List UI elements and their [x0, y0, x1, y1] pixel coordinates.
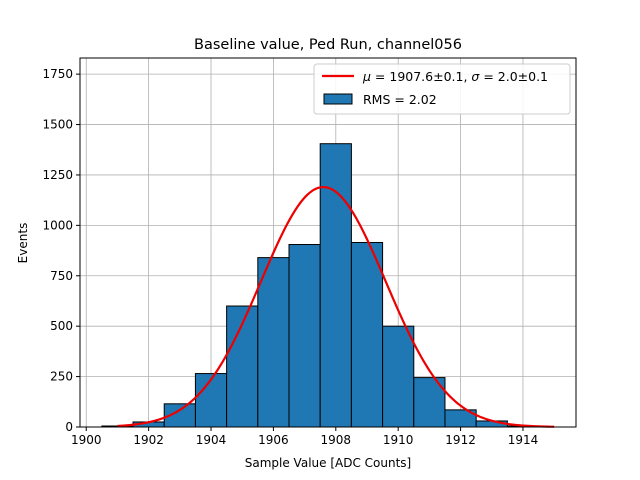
plot-frame — [79, 57, 577, 428]
x-tick-label: 1902 — [133, 433, 164, 447]
x-axis-ticks: 1900 1902 1904 1906 1908 1910 1912 1914 — [71, 427, 538, 447]
x-tick-label: 1910 — [383, 433, 414, 447]
x-tick-label: 1912 — [445, 433, 476, 447]
legend-sigma-eq: = — [479, 69, 497, 84]
legend-sigma-symbol: σ — [471, 69, 480, 84]
fit-curve — [117, 185, 555, 428]
legend-sigma-value: 2.0±0.1 — [498, 69, 548, 84]
gaussian-fit — [117, 185, 555, 428]
legend-hist-label: RMS = 2.02 — [363, 92, 437, 107]
y-tick-label: 1250 — [42, 168, 73, 182]
y-tick-label: 1750 — [42, 67, 73, 81]
legend-box — [313, 63, 571, 115]
histogram-bars — [101, 143, 540, 428]
histogram-bar — [288, 244, 321, 428]
legend-sep: , — [463, 69, 471, 84]
histogram-bar — [382, 325, 415, 428]
x-tick-label: 1914 — [508, 433, 539, 447]
y-tick-label: 750 — [50, 269, 73, 283]
legend: μ = 1907.6±0.1, σ = 2.0±0.1 RMS = 2.02 — [313, 63, 571, 115]
y-axis-ticks: 0 250 500 750 1000 1250 1500 1750 — [42, 67, 80, 434]
legend-mu-symbol: μ — [362, 69, 371, 84]
histogram-bar — [319, 143, 352, 428]
x-tick-label: 1900 — [71, 433, 102, 447]
x-tick-label: 1904 — [196, 433, 227, 447]
legend-hist-swatch — [323, 93, 353, 105]
y-tick-label: 1500 — [42, 118, 73, 132]
x-tick-label: 1908 — [321, 433, 352, 447]
y-tick-label: 0 — [65, 420, 73, 434]
y-tick-label: 500 — [50, 319, 73, 333]
legend-mu-value: 1907.6±0.1 — [389, 69, 463, 84]
chart-title: Baseline value, Ped Run, channel056 — [194, 37, 462, 53]
y-tick-label: 250 — [50, 370, 73, 384]
y-axis-label: Events — [16, 223, 30, 264]
legend-mu-eq: = — [371, 69, 389, 84]
histogram-bar — [257, 257, 290, 428]
histogram-bar — [194, 373, 228, 428]
x-tick-label: 1906 — [258, 433, 289, 447]
y-tick-label: 1000 — [42, 218, 73, 232]
histogram-bar — [350, 242, 384, 428]
legend-fit-label: μ = 1907.6±0.1, σ = 2.0±0.1 — [362, 69, 548, 84]
x-axis-label: Sample Value [ADC Counts] — [245, 456, 411, 470]
